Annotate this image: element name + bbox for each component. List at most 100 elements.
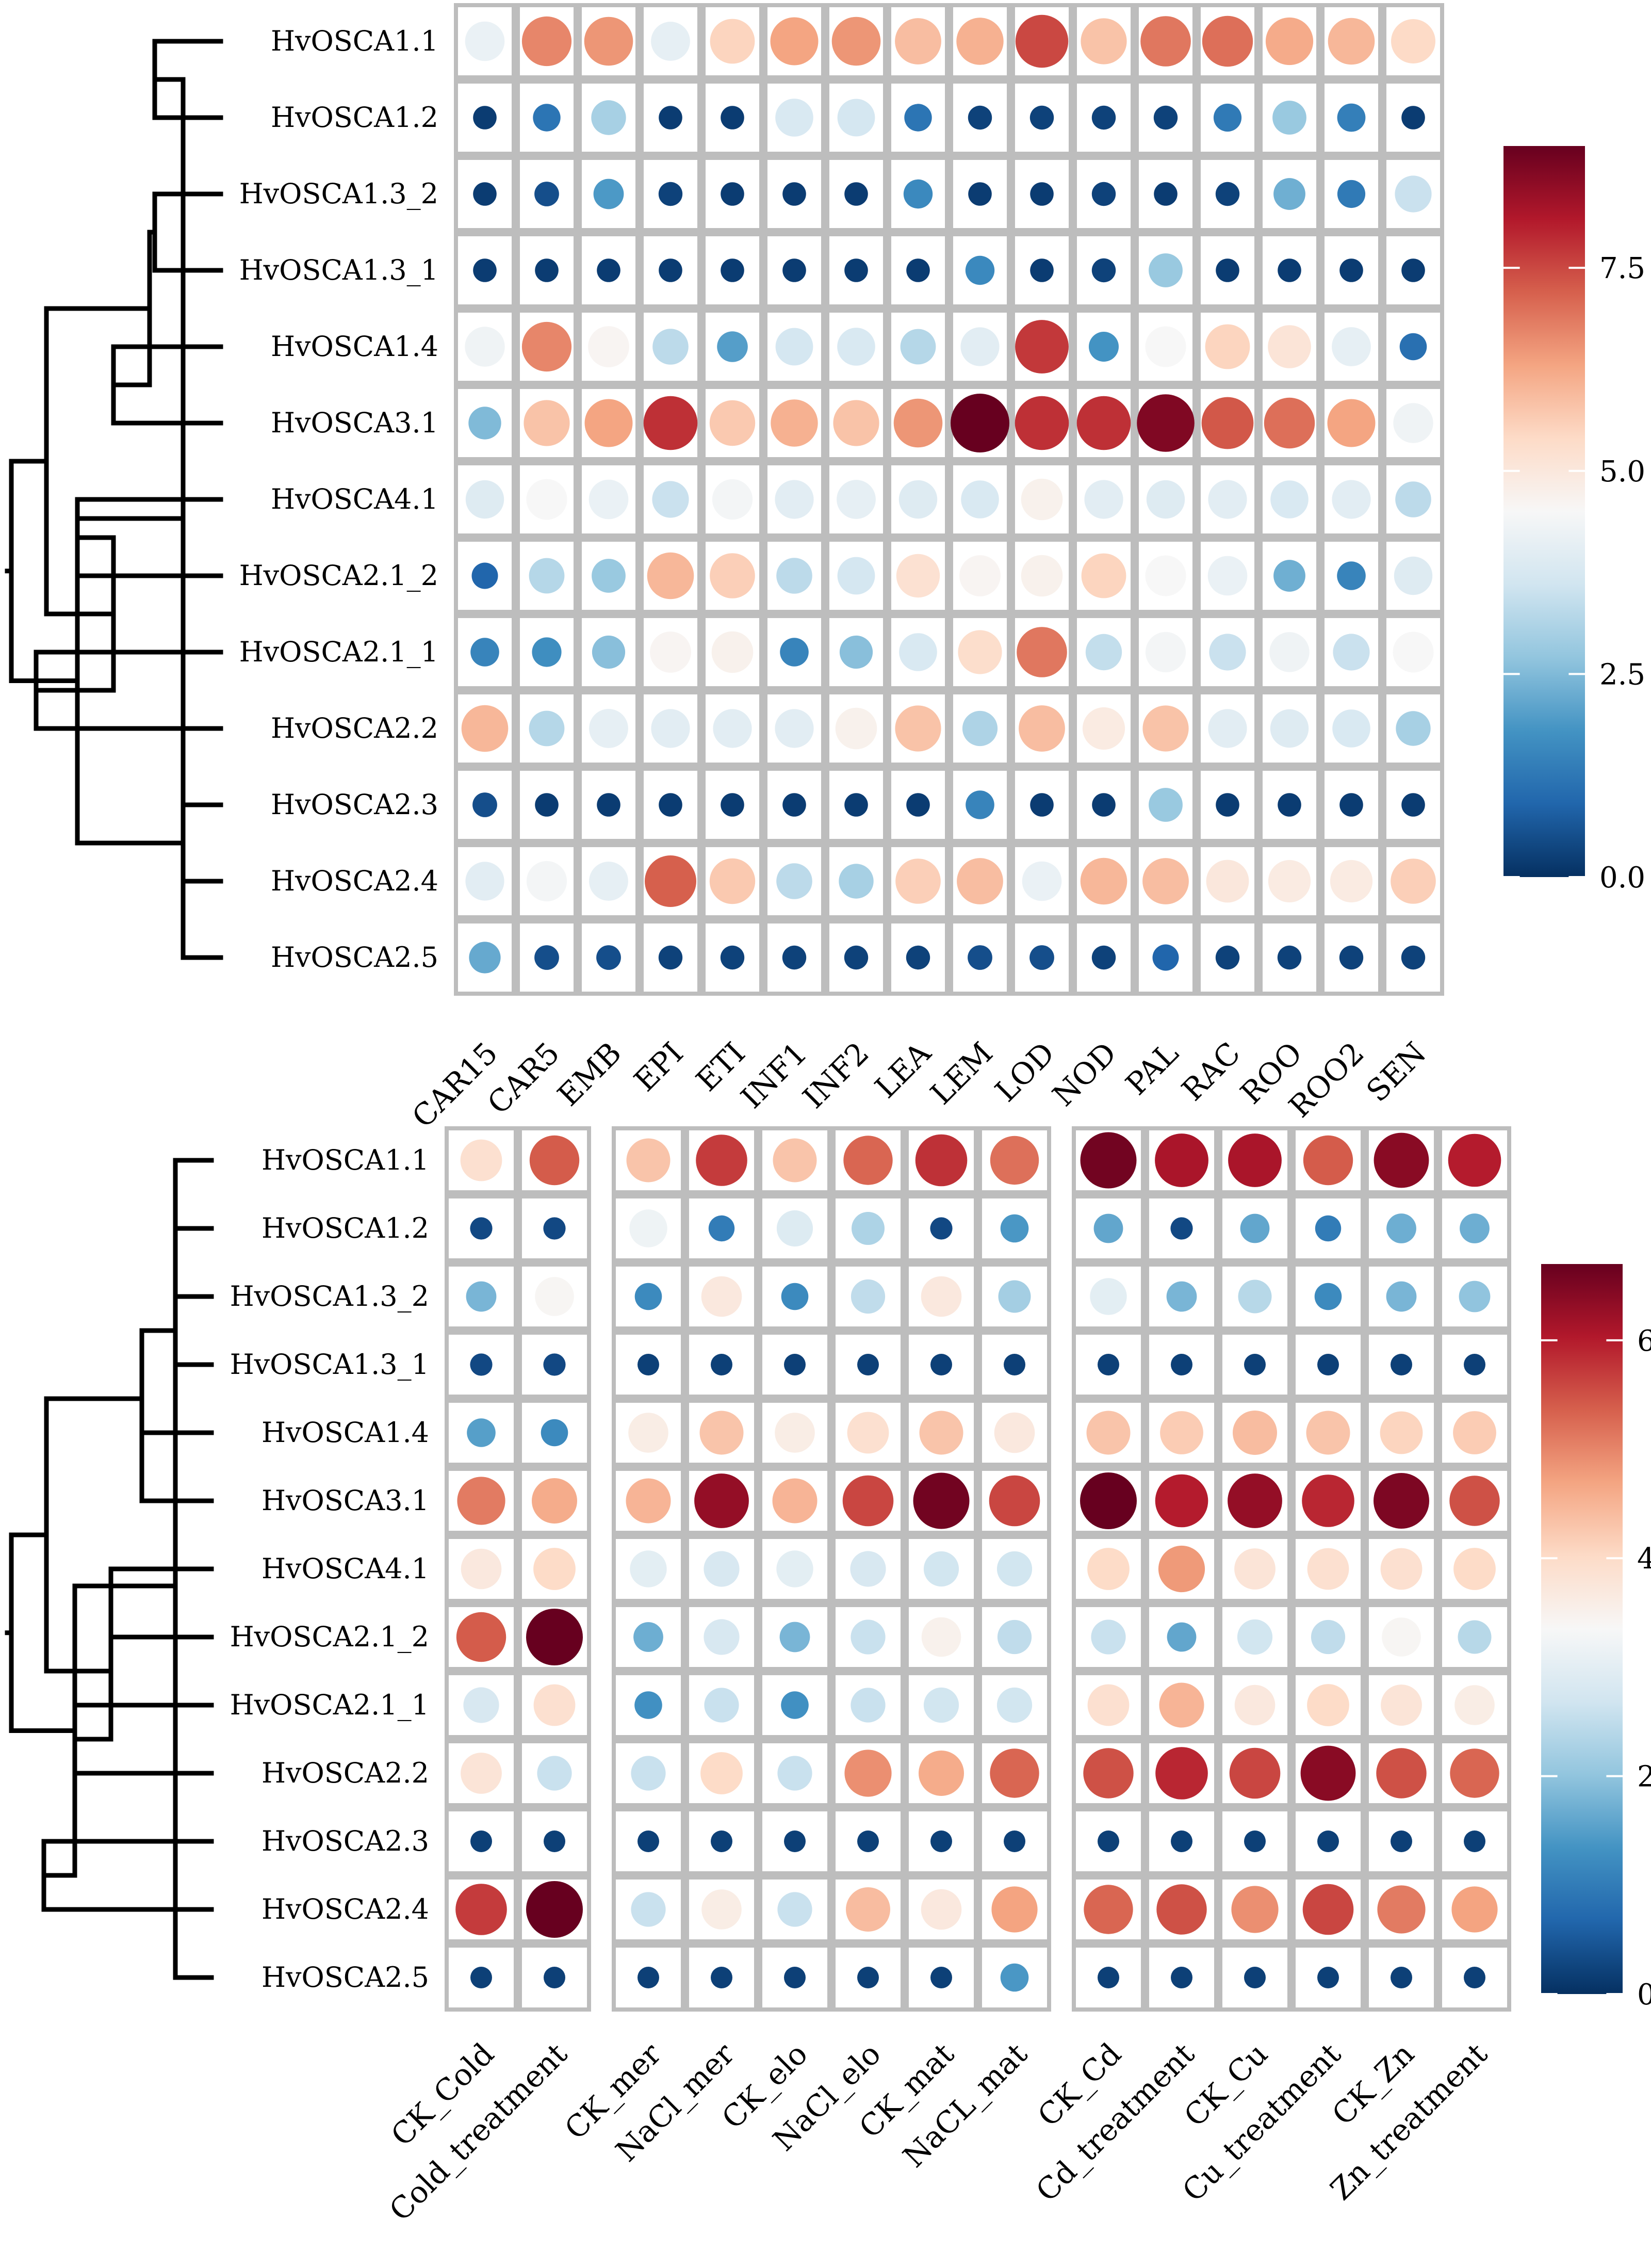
expression-bubble <box>1269 632 1310 672</box>
expression-bubble <box>721 106 744 129</box>
gene-label: HvOSCA1.1 <box>261 1144 429 1176</box>
expression-bubble <box>1091 258 1116 283</box>
heatmap-cell <box>701 232 763 309</box>
heatmap-cell <box>887 309 949 385</box>
expression-bubble <box>990 1136 1039 1185</box>
heatmap-cell <box>905 1331 978 1399</box>
expression-bubble <box>895 18 941 64</box>
expression-bubble <box>1021 478 1063 521</box>
heatmap-cell <box>454 232 516 309</box>
expression-bubble <box>1158 1545 1205 1593</box>
heatmap-cell <box>978 1331 1051 1399</box>
heatmap-cell <box>701 79 763 156</box>
heatmap-cell <box>454 919 516 996</box>
heatmap-cell <box>1365 1467 1438 1535</box>
expression-bubble <box>851 1279 886 1314</box>
expression-bubble <box>837 557 875 595</box>
heatmap-cell <box>1072 1943 1145 2012</box>
heatmap-cell <box>516 232 578 309</box>
heatmap-cell <box>825 3 887 79</box>
heatmap-cell <box>905 1194 978 1262</box>
expression-bubble <box>851 1619 886 1655</box>
heatmap-cell <box>905 1671 978 1739</box>
heatmap-cell <box>758 1943 831 2012</box>
heatmap-cell <box>701 461 763 538</box>
heatmap-cell <box>949 919 1011 996</box>
heatmap-cell <box>1292 1535 1365 1603</box>
expression-bubble <box>900 329 936 365</box>
heatmap-cell <box>758 1671 831 1739</box>
colorbar-tick-label: 7.5 <box>1599 252 1645 285</box>
expression-bubble <box>1159 1682 1204 1728</box>
dendrogram-branch <box>152 191 223 273</box>
heatmap-cell <box>1072 1262 1145 1331</box>
expression-bubble <box>1080 1472 1137 1529</box>
expression-bubble <box>1140 16 1191 67</box>
expression-bubble <box>921 1276 962 1317</box>
heatmap-cell <box>640 79 701 156</box>
expression-bubble <box>1083 1748 1134 1799</box>
expression-bubble <box>771 399 818 447</box>
heatmap-cell <box>949 385 1011 461</box>
heatmap-cell <box>516 3 578 79</box>
heatmap-cell <box>1320 79 1382 156</box>
expression-bubble <box>1450 1748 1499 1798</box>
heatmap-cell <box>831 1603 905 1671</box>
expression-bubble <box>956 18 1004 65</box>
expression-bubble <box>851 1688 886 1723</box>
heatmap-cell <box>1320 843 1382 919</box>
heatmap-cell <box>763 232 825 309</box>
expression-bubble <box>1155 1474 1208 1528</box>
expression-bubble <box>1017 627 1067 677</box>
heatmap-cell <box>1438 1875 1511 1943</box>
heatmap-cell <box>454 690 516 767</box>
dendrogram-branch <box>173 1294 214 1367</box>
sample-label: INF2 <box>796 1035 876 1115</box>
heatmap-cell <box>640 614 701 690</box>
expression-bubble <box>1081 18 1127 64</box>
expression-bubble <box>645 855 696 907</box>
expression-bubble <box>1171 1830 1192 1852</box>
heatmap-cell <box>701 3 763 79</box>
gene-label: HvOSCA2.1_1 <box>230 1689 429 1721</box>
expression-bubble <box>1029 945 1054 970</box>
expression-bubble <box>1268 325 1311 368</box>
heatmap-cell <box>1258 690 1320 767</box>
expression-bubble <box>1377 1885 1426 1934</box>
expression-bubble <box>839 635 873 669</box>
expression-bubble <box>637 1967 659 1988</box>
heatmap-cell <box>1011 767 1073 843</box>
heatmap-cell <box>445 1875 518 1943</box>
gene-label: HvOSCA2.3 <box>261 1825 429 1857</box>
heatmap-cell <box>1382 385 1444 461</box>
expression-bubble <box>921 1617 961 1657</box>
expression-bubble <box>711 1354 732 1375</box>
heatmap-cell <box>445 1262 518 1331</box>
heatmap-cell <box>685 1739 758 1807</box>
heatmap-cell <box>949 309 1011 385</box>
expression-bubble <box>1391 1354 1412 1375</box>
heatmap-cell <box>978 1535 1051 1603</box>
expression-bubble <box>899 633 937 671</box>
expression-bubble <box>1234 1548 1276 1590</box>
expression-bubble <box>533 104 561 132</box>
heatmap-cell <box>1197 843 1258 919</box>
heatmap-cell <box>1320 919 1382 996</box>
expression-bubble <box>592 635 626 669</box>
heatmap-cell <box>825 232 887 309</box>
heatmap-cell <box>763 385 825 461</box>
gene-label: HvOSCA2.1_1 <box>239 636 438 668</box>
heatmap-cell <box>978 1875 1051 1943</box>
expression-bubble <box>1170 1217 1193 1240</box>
expression-bubble <box>1458 1620 1492 1654</box>
expression-bubble <box>784 1967 806 1988</box>
expression-bubble <box>526 479 567 520</box>
expression-bubble <box>1300 1745 1356 1801</box>
heatmap-cell <box>516 538 578 614</box>
expression-bubble <box>1229 1747 1281 1799</box>
heatmap-cell <box>825 767 887 843</box>
expression-bubble <box>694 1473 749 1528</box>
heatmap-cell <box>825 919 887 996</box>
heatmap-cell <box>905 1807 978 1875</box>
gene-label: HvOSCA1.3_2 <box>239 177 438 210</box>
